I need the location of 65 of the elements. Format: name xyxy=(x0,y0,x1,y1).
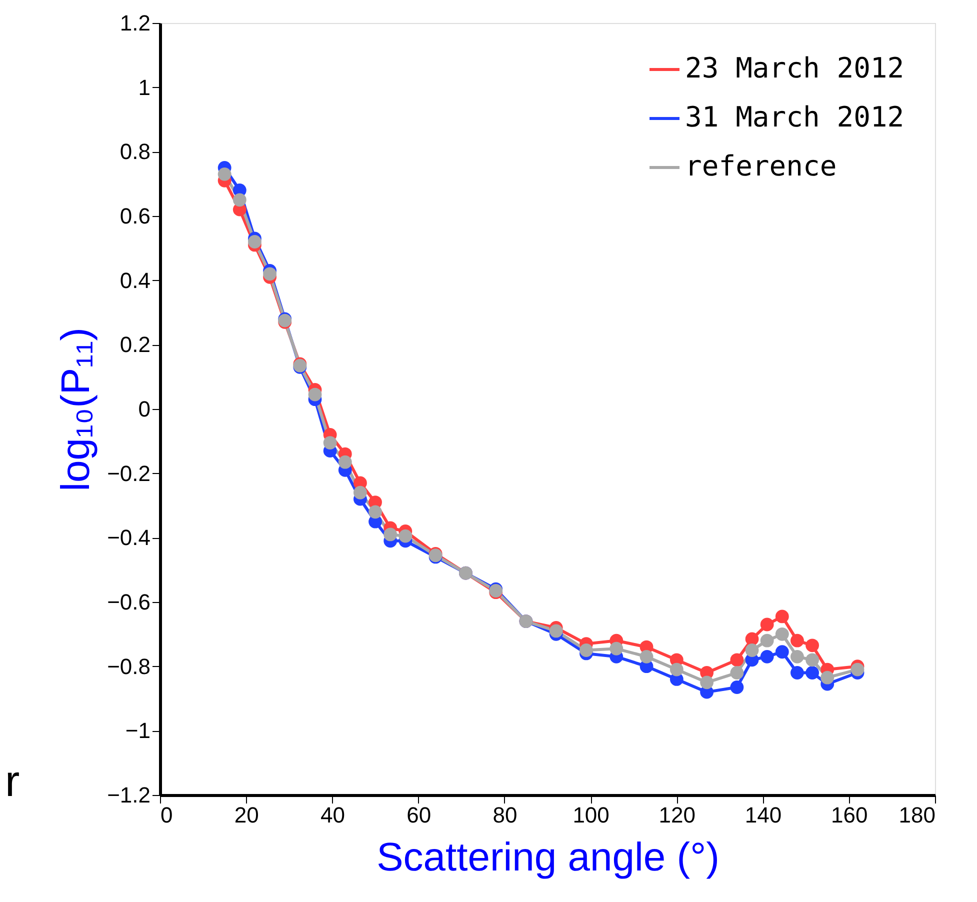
x-tick-label: 80 xyxy=(492,802,518,828)
y-tick-label: 0.4 xyxy=(120,268,150,293)
x-tick-label: 20 xyxy=(234,802,259,828)
point xyxy=(232,193,246,207)
point xyxy=(700,676,714,690)
point xyxy=(580,644,593,657)
point xyxy=(730,666,744,680)
x-tick-label: 100 xyxy=(572,802,610,828)
point xyxy=(806,653,819,667)
y-tick-label: 0.8 xyxy=(120,139,150,164)
point xyxy=(820,670,834,684)
x-tick-label: 180 xyxy=(898,802,936,828)
y-tick-label: −0.8 xyxy=(107,654,150,679)
point xyxy=(610,642,624,656)
point xyxy=(760,650,774,664)
point xyxy=(775,627,789,641)
point xyxy=(790,634,804,648)
point xyxy=(323,436,337,450)
point xyxy=(730,680,744,694)
point xyxy=(760,618,774,632)
y-tick-label: 1.2 xyxy=(120,10,150,36)
point xyxy=(338,455,352,469)
point xyxy=(775,610,789,624)
point xyxy=(850,662,864,676)
point xyxy=(745,632,759,646)
x-tick-label: 160 xyxy=(831,802,868,828)
x-tick-label: 120 xyxy=(658,802,696,828)
x-tick-label: 140 xyxy=(744,802,782,828)
x-tick-label: 40 xyxy=(320,802,345,828)
point xyxy=(775,645,789,659)
y-tick-label: 1 xyxy=(138,74,150,100)
point xyxy=(806,638,819,652)
y-tick-label: 0.6 xyxy=(120,204,150,228)
y-tick-label: 0 xyxy=(138,396,150,422)
legend-label: 23 March 2012 xyxy=(685,52,904,84)
point xyxy=(248,235,262,248)
point xyxy=(760,634,774,648)
y-tick-label: −1 xyxy=(125,718,150,744)
x-tick-label: 0 xyxy=(160,802,173,828)
point xyxy=(263,267,276,281)
y-axis-title: log₁₀(P₁₁) xyxy=(54,328,98,492)
point xyxy=(398,529,412,543)
point xyxy=(640,650,654,664)
point xyxy=(790,666,804,680)
text: r xyxy=(5,757,20,806)
legend-label: 31 March 2012 xyxy=(685,100,904,134)
point xyxy=(354,486,367,500)
y-tick-label: −1.2 xyxy=(107,782,150,808)
point xyxy=(384,528,398,542)
point xyxy=(549,624,563,638)
y-tick-label: −0.2 xyxy=(107,460,150,486)
x-tick-label: 60 xyxy=(406,802,432,828)
legend-label: reference xyxy=(685,150,837,182)
point xyxy=(730,653,744,667)
point xyxy=(368,505,382,519)
point xyxy=(790,650,804,664)
point xyxy=(308,388,322,402)
y-tick-label: 0.2 xyxy=(120,332,150,358)
point xyxy=(745,644,759,657)
point xyxy=(806,666,819,680)
y-tick-label: −0.6 xyxy=(107,590,150,614)
x-axis-title: Scattering angle (°) xyxy=(376,836,720,880)
point xyxy=(670,662,684,676)
point xyxy=(218,167,232,181)
y-tick-label: −0.4 xyxy=(107,525,150,550)
